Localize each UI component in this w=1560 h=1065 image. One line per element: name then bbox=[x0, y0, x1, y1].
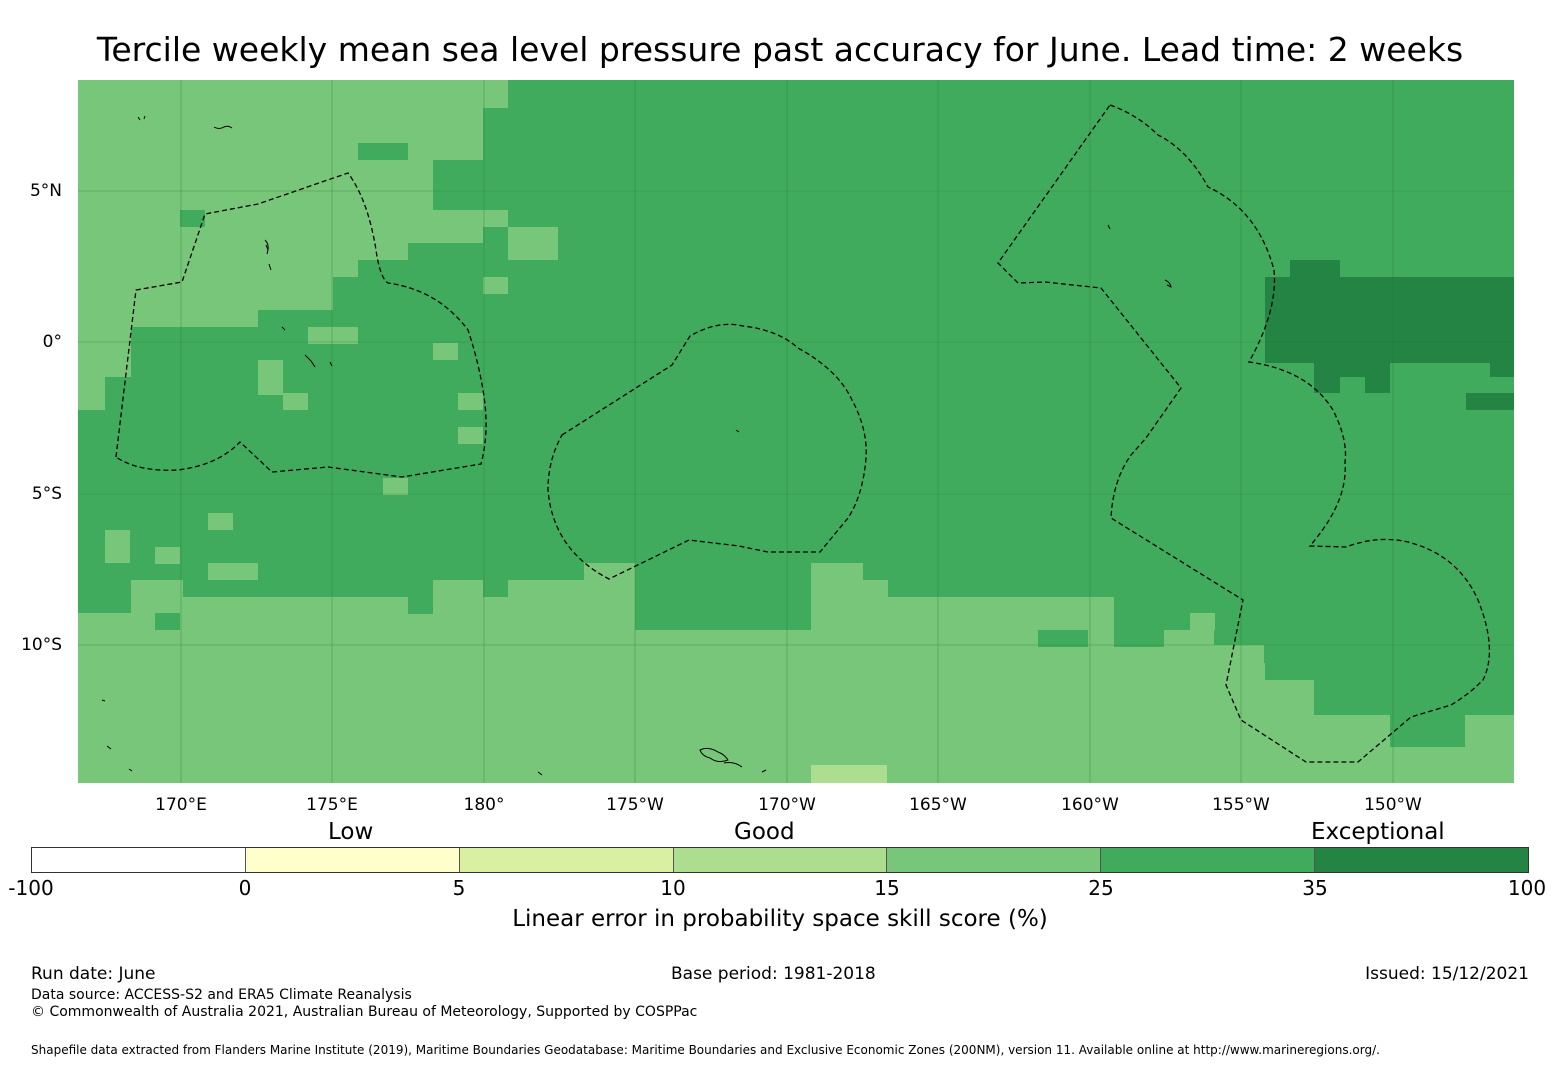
lon-label-180: 180° bbox=[463, 795, 505, 815]
lon-label-155w: 155°W bbox=[1212, 795, 1270, 815]
colorbar-tick: 0 bbox=[238, 876, 252, 900]
legend-category-low: Low bbox=[328, 819, 374, 845]
patch-f bbox=[1038, 630, 1088, 647]
run-date: Run date: June bbox=[31, 964, 156, 984]
light-patch-12 bbox=[155, 547, 180, 564]
light-patch-1 bbox=[508, 227, 558, 260]
light-patch-11 bbox=[208, 513, 233, 530]
chart-title: Tercile weekly mean sea level pressure p… bbox=[96, 30, 1464, 69]
light-patch-6 bbox=[433, 343, 458, 360]
base-period: Base period: 1981-2018 bbox=[671, 964, 876, 984]
graticule bbox=[78, 80, 1514, 783]
patch-a bbox=[180, 210, 205, 227]
lon-label-160w: 160°W bbox=[1061, 795, 1119, 815]
light-patch-16 bbox=[1190, 613, 1215, 630]
shapefile-credit: Shapefile data extracted from Flanders M… bbox=[31, 1043, 1380, 1057]
patch-e bbox=[155, 613, 180, 630]
patch-i bbox=[1390, 715, 1465, 747]
colorbar-tick: 35 bbox=[1302, 876, 1328, 900]
skill-score-map bbox=[78, 80, 1514, 783]
colorbar-tick: 10 bbox=[660, 876, 686, 900]
colorbar-tick: 5 bbox=[452, 876, 466, 900]
patch-h bbox=[1314, 680, 1514, 715]
patch-g bbox=[1114, 630, 1164, 647]
colorbar-segment bbox=[32, 848, 246, 872]
light-patch-5 bbox=[283, 393, 308, 410]
lat-label-5n: 5°N bbox=[29, 181, 62, 201]
patch-c bbox=[433, 177, 483, 210]
light-patch-10 bbox=[105, 530, 130, 563]
light-patch-13 bbox=[208, 563, 258, 580]
legend-category-exceptional: Exceptional bbox=[1311, 819, 1445, 845]
eez-line-islands bbox=[997, 104, 1491, 763]
colorbar-tick: 25 bbox=[1088, 876, 1114, 900]
light-patch-15 bbox=[483, 277, 508, 294]
colorbar-segment bbox=[1315, 848, 1529, 872]
lat-label-0: 0° bbox=[42, 332, 62, 352]
colorbar-segment bbox=[887, 848, 1102, 872]
light-patch-9 bbox=[383, 478, 408, 495]
colorbar-tick: 15 bbox=[874, 876, 900, 900]
copyright: © Commonwealth of Australia 2021, Austra… bbox=[31, 1004, 698, 1020]
patch-d bbox=[408, 597, 433, 614]
light-patch-7 bbox=[458, 393, 483, 410]
eez-boundaries bbox=[115, 104, 1491, 763]
colorbar-tick: -100 bbox=[8, 876, 54, 900]
lon-label-150w: 150°W bbox=[1364, 795, 1422, 815]
coastlines bbox=[101, 115, 1172, 776]
colorbar-tick: 100 bbox=[1507, 876, 1547, 900]
light-patch-8 bbox=[458, 427, 483, 444]
pale-strip bbox=[811, 765, 887, 783]
region-25-35-main bbox=[78, 80, 1514, 715]
lon-label-170e: 170°E bbox=[155, 795, 207, 815]
light-patch-17 bbox=[1240, 663, 1265, 680]
region-35-100 bbox=[1265, 260, 1514, 393]
colorbar-segment bbox=[459, 848, 674, 872]
lon-label-170w: 170°W bbox=[758, 795, 816, 815]
legend-category-good: Good bbox=[734, 819, 795, 845]
light-patch-3 bbox=[308, 327, 358, 344]
colorbar-segment bbox=[1101, 848, 1316, 872]
exceptional-patch-2 bbox=[1466, 393, 1514, 410]
issued-date: Issued: 15/12/2021 bbox=[1365, 964, 1529, 984]
colorbar-segment bbox=[673, 848, 888, 872]
eez-kiribati-gilbert bbox=[115, 172, 487, 478]
lat-label-10s: 10°S bbox=[21, 635, 62, 655]
lat-label-5s: 5°S bbox=[31, 484, 62, 504]
colorbar-title: Linear error in probability space skill … bbox=[512, 906, 1048, 932]
lon-label-175e: 175°E bbox=[306, 795, 358, 815]
light-patch-14 bbox=[483, 210, 508, 227]
lon-label-175w: 175°W bbox=[606, 795, 664, 815]
light-patch-4 bbox=[258, 360, 283, 395]
colorbar-segment bbox=[245, 848, 460, 872]
patch-b bbox=[358, 143, 408, 160]
lon-label-165w: 165°W bbox=[909, 795, 967, 815]
colorbar bbox=[31, 847, 1529, 873]
data-source: Data source: ACCESS-S2 and ERA5 Climate … bbox=[31, 987, 412, 1003]
map-canvas bbox=[78, 80, 1514, 783]
